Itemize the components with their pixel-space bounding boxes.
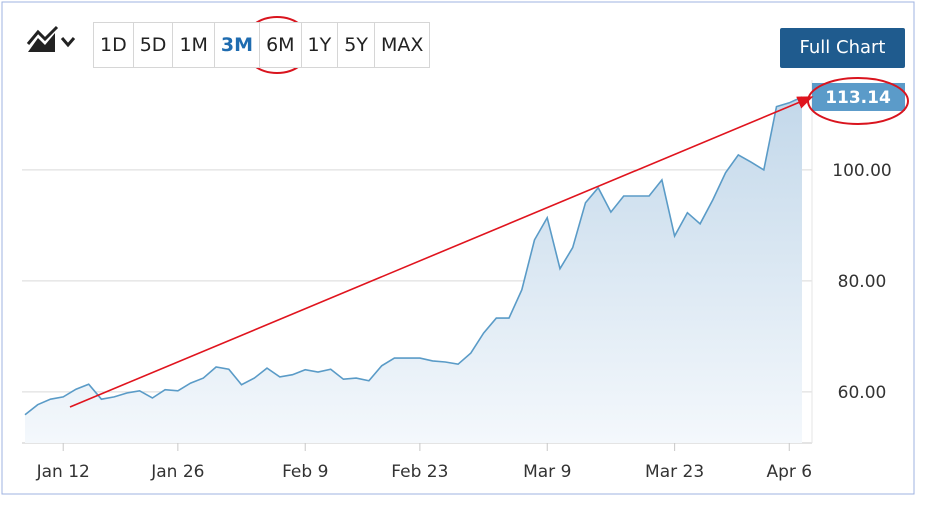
last-price-badge [812,82,905,111]
range-button[interactable]: 5Y [338,23,375,67]
full-chart-button[interactable]: Full Chart [780,28,905,68]
annotation-circle [807,77,909,125]
x-tick-label: Mar 23 [645,462,704,482]
x-tick-label: Jan 12 [36,462,90,482]
range-button[interactable]: 5D [134,23,174,67]
y-tick-label: 100.00 [832,161,891,181]
x-tick-label: Feb 9 [282,462,328,482]
range-button[interactable]: 3M [215,23,261,67]
y-tick-label: 80.00 [838,272,887,292]
chart-type-icon[interactable] [26,25,76,52]
plot: 60.00 80.00 100.00 Jan 12 Jan 26 Feb 9 Feb 23 M… [22,80,905,482]
range-button[interactable]: 1M [173,23,215,67]
line [24,96,803,416]
x-tick-label: Feb 23 [391,462,448,482]
x-tick-label: Mar 9 [523,462,571,482]
range-button[interactable]: 1Y [302,23,339,67]
last-price-label: 113.14 [825,88,891,108]
x-tick-label: Jan 26 [150,462,204,482]
range-button[interactable]: 6M [260,23,302,67]
range-selector: 1D 5D 1M 3M 6M 1Y 5Y MAX [93,22,431,68]
y-tick-label: 60.00 [838,383,887,403]
range-button[interactable]: MAX [380,34,424,56]
x-tick-label: Apr 6 [766,462,812,482]
annotation-arrow [69,96,814,408]
area [25,97,802,443]
range-button[interactable]: 1D [94,23,134,67]
frame-border [1,1,915,495]
